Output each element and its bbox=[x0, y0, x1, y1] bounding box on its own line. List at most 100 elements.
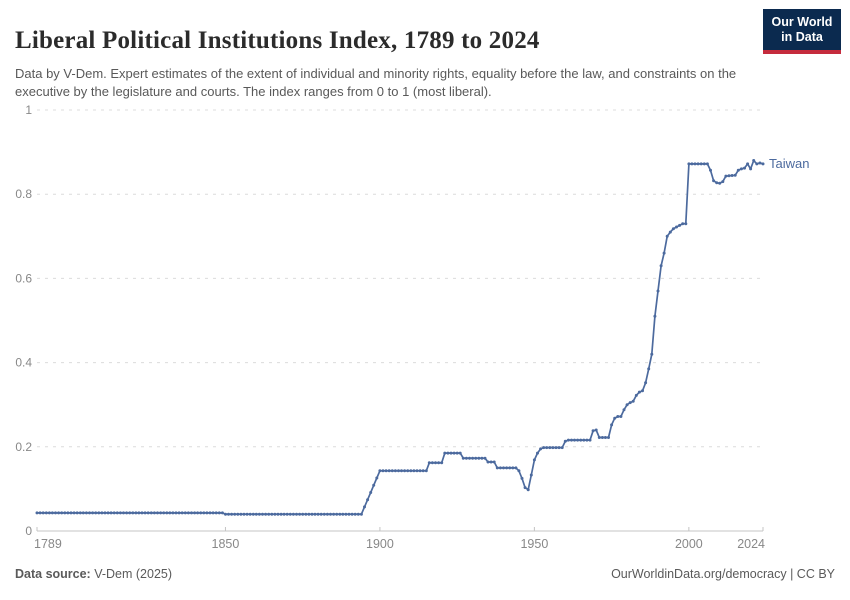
data-point-marker bbox=[743, 166, 746, 170]
data-point-marker bbox=[387, 469, 391, 473]
data-point-marker bbox=[588, 438, 592, 442]
data-point-marker bbox=[517, 469, 521, 473]
data-point-marker bbox=[483, 456, 487, 460]
data-point-marker bbox=[653, 314, 657, 318]
data-point-marker bbox=[372, 483, 376, 487]
data-point-marker bbox=[424, 469, 428, 473]
line-chart-plot-area[interactable]: 0 0.2 0.4 0.6 0.8 1 1789 1850 1900 1950 2000 2024 Ta… bbox=[0, 96, 850, 560]
data-point-marker bbox=[403, 469, 407, 473]
data-point-marker bbox=[137, 511, 141, 515]
data-point-marker bbox=[196, 511, 200, 515]
data-point-marker bbox=[109, 511, 113, 515]
data-point-marker bbox=[733, 173, 737, 177]
data-point-marker bbox=[220, 511, 224, 515]
data-point-marker bbox=[115, 511, 119, 515]
data-point-marker bbox=[511, 466, 515, 470]
data-point-marker bbox=[520, 476, 524, 480]
data-point-marker bbox=[684, 222, 688, 226]
owid-logo-line2: in Data bbox=[781, 30, 823, 44]
data-point-marker bbox=[709, 168, 712, 172]
data-point-marker bbox=[174, 511, 178, 515]
chart-subtitle: Data by V-Dem. Expert estimates of the e… bbox=[15, 66, 737, 100]
data-point-marker bbox=[579, 438, 583, 442]
data-point-marker bbox=[724, 174, 728, 178]
data-point-marker bbox=[359, 512, 363, 516]
x-axis-tick-label: 1789 bbox=[34, 537, 62, 551]
data-point-marker bbox=[610, 423, 614, 427]
data-point-marker bbox=[134, 511, 138, 515]
data-point-marker bbox=[495, 466, 499, 470]
data-point-marker bbox=[332, 512, 336, 516]
data-point-marker bbox=[329, 512, 332, 516]
data-point-marker bbox=[625, 403, 629, 407]
data-point-marker bbox=[140, 511, 144, 515]
data-point-marker bbox=[288, 512, 292, 516]
data-point-marker bbox=[718, 181, 722, 185]
taiwan-line-series[interactable] bbox=[37, 159, 764, 516]
data-point-marker bbox=[72, 511, 76, 515]
data-point-marker bbox=[492, 460, 496, 464]
data-point-marker bbox=[165, 511, 169, 515]
data-point-marker bbox=[668, 230, 672, 234]
data-point-marker bbox=[573, 438, 576, 442]
data-point-marker bbox=[551, 446, 555, 450]
data-point-marker bbox=[440, 461, 444, 465]
data-point-marker bbox=[458, 451, 462, 455]
data-point-marker bbox=[696, 162, 700, 166]
data-point-marker bbox=[38, 511, 42, 515]
data-point-marker bbox=[508, 466, 512, 470]
data-point-marker bbox=[585, 438, 589, 442]
data-point-marker bbox=[186, 511, 190, 515]
data-point-marker bbox=[687, 162, 691, 166]
data-point-marker bbox=[455, 451, 459, 455]
data-point-marker bbox=[125, 511, 129, 515]
owid-logo[interactable]: Our World in Data bbox=[763, 9, 841, 54]
data-point-marker bbox=[156, 511, 159, 515]
y-axis-tick-label: 0.8 bbox=[15, 187, 32, 201]
data-point-marker bbox=[233, 512, 237, 516]
data-point-marker bbox=[35, 511, 39, 515]
data-point-marker bbox=[641, 389, 644, 393]
data-point-marker bbox=[353, 512, 357, 516]
data-point-marker bbox=[122, 511, 125, 515]
entity-label-taiwan[interactable]: Taiwan bbox=[769, 156, 809, 171]
data-point-marker bbox=[705, 162, 709, 166]
data-point-marker bbox=[257, 512, 261, 516]
data-point-marker bbox=[474, 456, 478, 460]
data-point-marker bbox=[545, 446, 549, 450]
data-point-marker bbox=[236, 512, 240, 516]
owid-url-link[interactable]: OurWorldinData.org/democracy | CC BY bbox=[611, 567, 835, 581]
data-point-marker bbox=[446, 451, 450, 455]
data-point-marker bbox=[378, 469, 382, 473]
data-point-marker bbox=[146, 511, 150, 515]
data-point-marker bbox=[347, 512, 351, 516]
data-point-marker bbox=[202, 511, 206, 515]
data-point-marker bbox=[505, 466, 509, 470]
data-point-marker bbox=[94, 511, 98, 515]
data-point-marker bbox=[168, 511, 172, 515]
data-point-marker bbox=[112, 511, 116, 515]
data-source-note: Data source: V-Dem (2025) bbox=[15, 567, 172, 581]
data-point-marker bbox=[437, 461, 441, 465]
data-point-marker bbox=[539, 447, 543, 451]
y-axis-tick-label: 0 bbox=[25, 524, 32, 538]
data-point-marker bbox=[381, 469, 385, 473]
data-point-marker bbox=[427, 461, 431, 465]
data-source-label: Data source: bbox=[15, 567, 91, 581]
data-point-marker bbox=[78, 511, 82, 515]
data-point-marker bbox=[239, 512, 243, 516]
data-point-marker bbox=[224, 512, 227, 516]
y-axis-tick-label: 0.4 bbox=[15, 356, 32, 370]
data-point-marker bbox=[298, 512, 302, 516]
data-point-marker bbox=[313, 512, 317, 516]
data-point-marker bbox=[128, 511, 132, 515]
data-point-marker bbox=[656, 289, 660, 293]
data-point-marker bbox=[631, 399, 635, 403]
data-point-marker bbox=[310, 512, 314, 516]
data-point-marker bbox=[557, 446, 561, 450]
data-point-marker bbox=[273, 512, 277, 516]
data-point-marker bbox=[227, 512, 230, 516]
data-point-marker bbox=[350, 512, 354, 516]
data-point-marker bbox=[97, 511, 101, 515]
data-point-marker bbox=[84, 511, 88, 515]
